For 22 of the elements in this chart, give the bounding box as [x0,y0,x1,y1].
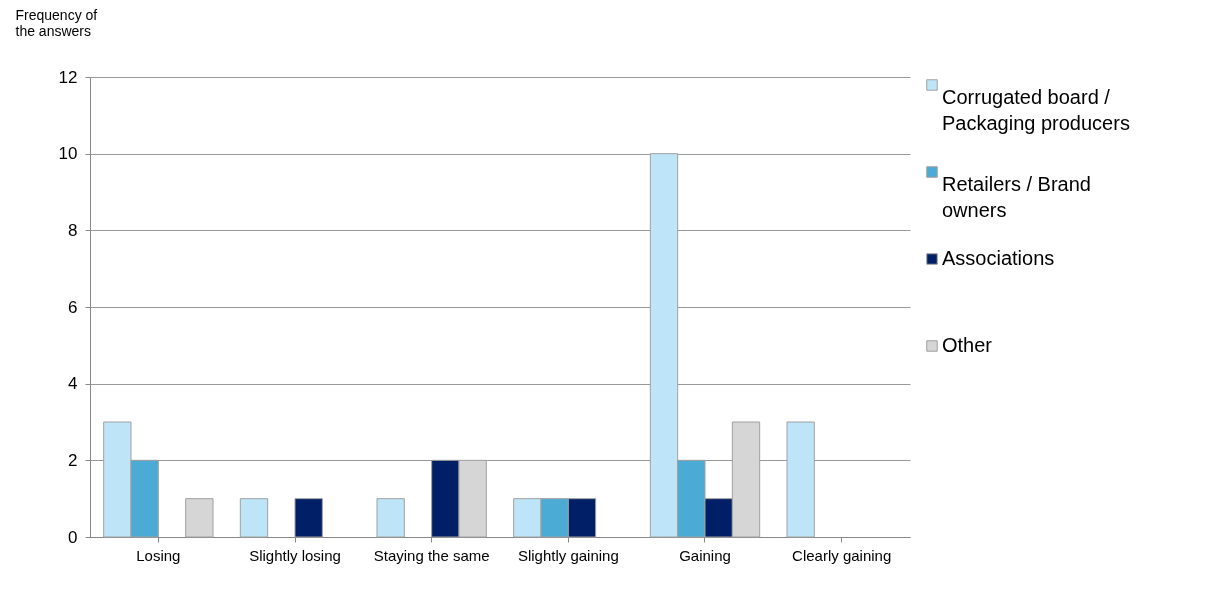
y-tick-label: 12 [58,67,78,87]
x-tick-label: Clearly gaining [792,546,892,564]
legend-label: Other [942,334,993,356]
y-tick-label: 8 [68,220,78,240]
legend-label: Corrugated board / Packaging producers [942,86,1130,134]
x-tick-label: Gaining [679,546,731,564]
y-tick-label: 0 [68,527,78,547]
bar [239,498,269,538]
legend-label: Retailers / Brand owners [942,173,1091,221]
y-tick-label: 10 [58,144,78,164]
y-tick-label: 4 [68,374,78,394]
y-tick-label: 6 [68,297,78,317]
y-tick-label: 2 [68,450,78,470]
bar [185,498,214,538]
y-axis-title: Frequency of the answers [15,6,98,39]
bar [294,498,323,538]
x-tick-label: Slightly gaining [517,546,619,564]
legend-label: Associations [942,247,1055,269]
x-tick-label: Staying the same [373,546,490,564]
x-tick-label: Losing [136,546,181,564]
bar [376,498,405,538]
x-tick-label: Slightly losing [249,546,341,564]
